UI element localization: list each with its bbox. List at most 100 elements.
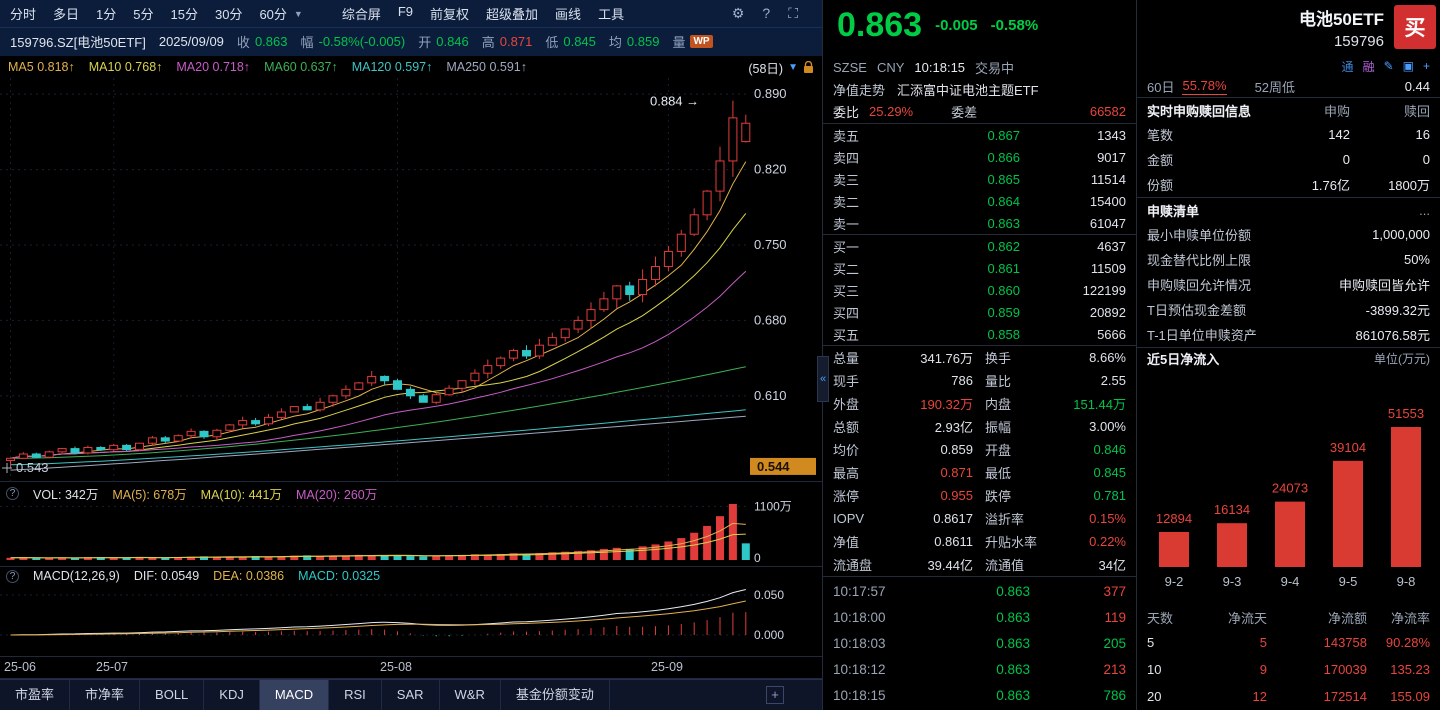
toolbar-menu-item[interactable]: F9 (397, 4, 414, 19)
svg-text:0.610: 0.610 (754, 388, 787, 403)
indicator-tab-bar: 市盈率 市净率 BOLL KDJ MACD RSI SAR W&R 基金份额变动 + (0, 679, 822, 710)
toolbar-menu-item[interactable]: 工具 (598, 7, 625, 22)
subscription-header: 实时申购赎回信息 申购 赎回 (1137, 98, 1440, 122)
more-button[interactable]: ... (1419, 202, 1430, 218)
indicator-tab[interactable]: RSI (329, 680, 382, 710)
list-item: T-1日单位申赎资产 861076.58元 (1147, 328, 1430, 343)
ask-row[interactable]: 卖一 0.863 61047 (833, 215, 1126, 232)
svg-text:16134: 16134 (1214, 502, 1250, 517)
fund-full-name: 汇添富中证电池主题ETF (897, 82, 1039, 98)
rong-badge-icon[interactable]: 融 (1362, 59, 1375, 74)
indicator-tab[interactable]: MACD (259, 680, 330, 710)
gear-icon[interactable]: ⚙ (731, 5, 745, 21)
exchange-label: SZSE (833, 59, 867, 75)
lock-icon[interactable] (803, 60, 814, 74)
indicator-tab[interactable]: 市盈率 (0, 680, 71, 710)
macd-help-icon[interactable]: ? (6, 569, 19, 583)
ask-row[interactable]: 卖三 0.865 11514 (833, 171, 1126, 188)
net-inflow-title: 近5日净流入 (1147, 352, 1220, 367)
instrument-code: 159796 (1333, 33, 1384, 50)
ask-row[interactable]: 卖二 0.864 15400 (833, 193, 1126, 210)
ask-row[interactable]: 卖四 0.866 9017 (833, 149, 1126, 166)
price-change: -0.005 (935, 16, 978, 34)
week52-low-label: 52周低 (1254, 80, 1296, 95)
avg-value: 0.859 (626, 34, 660, 49)
macd-title-label: MACD(12,26,9) (33, 569, 120, 583)
period-tab[interactable]: 1分 (96, 7, 117, 22)
subscription-row: 金额 0 0 (1147, 152, 1430, 168)
bid-row[interactable]: 买一 0.862 4637 (833, 238, 1126, 255)
indicator-tab[interactable]: 基金份额变动 (501, 680, 610, 710)
nav-trend-label[interactable]: 净值走势 (833, 82, 886, 98)
macd-chart[interactable]: ? MACD(12,26,9) DIF: 0.0549 DEA: 0.0386 … (0, 567, 822, 657)
instrument-title-area: 电池50ETF 159796 买 (1137, 0, 1440, 56)
flow-table-row: 20 12 172514 155.09 (1147, 689, 1430, 704)
edit-icon[interactable]: ✎ (1383, 59, 1394, 73)
indicator-tab[interactable]: BOLL (140, 680, 205, 710)
tick-row: 10:18:00 0.863 119 (833, 610, 1126, 626)
currency-label: CNY (876, 59, 905, 75)
toolbar-menu-item[interactable]: 综合屏 (341, 7, 381, 22)
flow-table-row: 5 5 143758 90.28% (1147, 635, 1430, 650)
etf-info-column: 通 融 ✎ ▣ + 60日 55.78% 52周低 0.44 实时申购赎回信息 … (1137, 56, 1440, 710)
exchange-status-row: SZSE CNY 10:18:15 交易中 (823, 56, 1136, 78)
low-value: 0.845 (563, 34, 596, 49)
chevron-down-icon[interactable]: ▼ (788, 61, 798, 73)
d60-value: 55.78% (1182, 78, 1227, 95)
bid-row[interactable]: 买二 0.861 11509 (833, 260, 1126, 277)
close-label: 收 (236, 35, 250, 50)
commission-ratio-row: 委比 25.29% 委差 66582 (823, 100, 1136, 124)
indicator-tab[interactable]: KDJ (204, 680, 260, 710)
weicha-value: 66582 (1089, 104, 1126, 119)
toolbar-menu-item[interactable]: 超级叠加 (486, 7, 539, 22)
fullscreen-icon[interactable]: ⛶ (788, 5, 798, 21)
amplitude-label: 幅 (300, 35, 314, 50)
list-item: 最小申赎单位份额 1,000,000 (1147, 227, 1430, 243)
indicator-tab[interactable]: W&R (440, 680, 501, 710)
period-tab[interactable]: 5分 (133, 7, 154, 22)
chevron-down-icon[interactable]: ▼ (293, 8, 303, 19)
volume-chart[interactable]: ? VOL: 342万 MA(5): 678万 MA(10): 441万 MA(… (0, 482, 822, 567)
time-axis: 25-06 25-07 25-08 25-09 (0, 657, 822, 679)
toolbar-menu-item[interactable]: 前复权 (430, 7, 470, 22)
window-icon[interactable]: ▣ (1402, 59, 1414, 73)
toolbar-menu-item[interactable]: 画线 (555, 7, 582, 22)
weicha-label: 委差 (951, 105, 978, 120)
buy-button[interactable]: 买 (1394, 5, 1436, 49)
market-status: 交易中 (975, 60, 1015, 76)
add-icon[interactable]: + (1422, 59, 1430, 73)
svg-text:39104: 39104 (1330, 440, 1366, 455)
bid-row[interactable]: 买三 0.860 122199 (833, 282, 1126, 299)
period-tab[interactable]: 30分 (214, 7, 243, 22)
ma-indicator: MA10 0.768↑ (88, 60, 163, 74)
high-label: 高 (481, 35, 495, 50)
weibi-label: 委比 (833, 105, 860, 120)
bid-row[interactable]: 买五 0.858 5666 (833, 326, 1126, 343)
bid-row[interactable]: 买四 0.859 20892 (833, 304, 1126, 321)
chart-column: MA5 0.818↑ MA10 0.768↑ MA20 0.718↑ MA60 … (0, 56, 823, 710)
add-indicator-button[interactable]: + (766, 686, 784, 704)
svg-text:9-5: 9-5 (1339, 574, 1358, 589)
redeem-col-header: 赎回 (1403, 103, 1430, 119)
high-value: 0.871 (499, 34, 533, 49)
tick-row: 10:17:57 0.863 377 (833, 584, 1126, 600)
vol-help-icon[interactable]: ? (6, 487, 19, 500)
period-tab[interactable]: 多日 (53, 7, 80, 22)
period-tab[interactable]: 60分 (259, 7, 287, 22)
stat-row: 外盘 190.32万 内盘 151.44万 (833, 397, 1126, 412)
flow-table-header: 天数 净流天 净流额 净流率 (1147, 610, 1430, 626)
indicator-tab[interactable]: 市净率 (70, 680, 141, 710)
svg-text:9-2: 9-2 (1165, 574, 1184, 589)
help-icon[interactable]: ? (762, 5, 771, 21)
ask-row[interactable]: 卖五 0.867 1343 (833, 127, 1126, 144)
period-tab[interactable]: 分时 (10, 7, 37, 22)
collapse-panel-handle[interactable]: « (817, 356, 829, 402)
indicator-tab[interactable]: SAR (382, 680, 440, 710)
candlestick-chart[interactable]: 0.890 0.820 0.750 0.680 0.610 0.544 0.884 → 0.5… (0, 78, 822, 482)
subscribe-col-header: 申购 (1323, 103, 1350, 119)
tong-badge-icon[interactable]: 通 (1341, 59, 1354, 74)
period-tab[interactable]: 15分 (170, 7, 198, 22)
svg-text:51553: 51553 (1388, 406, 1424, 421)
quote-summary: 0.863 -0.005 -0.58% (823, 0, 1137, 56)
